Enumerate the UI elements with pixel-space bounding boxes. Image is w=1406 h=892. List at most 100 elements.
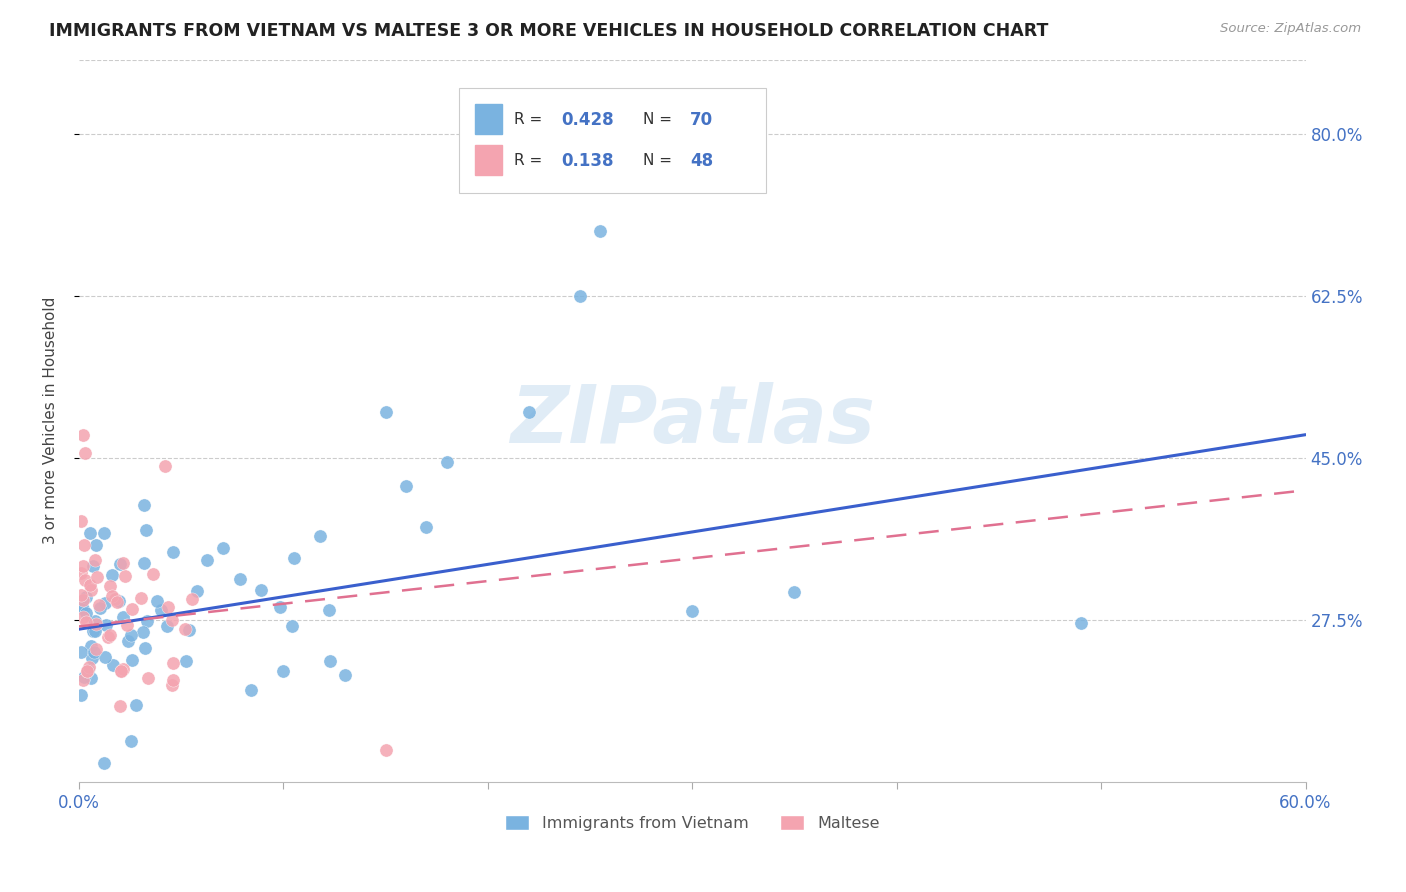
Point <box>72 601 94 615</box>
Point <box>70 514 93 528</box>
Point <box>162 545 184 559</box>
Text: N =: N = <box>643 153 678 169</box>
Text: ZIPatlas: ZIPatlas <box>510 382 875 459</box>
Point <box>162 673 184 687</box>
Point <box>70 645 93 659</box>
Point <box>134 640 156 655</box>
Point <box>82 651 104 665</box>
Point <box>100 567 122 582</box>
Point <box>568 289 591 303</box>
Point <box>374 404 396 418</box>
Point <box>138 671 160 685</box>
Point <box>153 458 176 473</box>
Point <box>121 601 143 615</box>
Point <box>134 498 156 512</box>
Point <box>75 446 97 460</box>
Point <box>124 698 146 713</box>
Point <box>70 566 93 580</box>
Text: 70: 70 <box>690 111 713 128</box>
Point <box>105 595 128 609</box>
Point <box>1070 615 1092 630</box>
Point <box>273 664 295 678</box>
Point <box>93 756 115 771</box>
Point <box>110 664 132 678</box>
Point <box>112 662 135 676</box>
Point <box>681 604 703 618</box>
Point <box>150 603 173 617</box>
Point <box>98 628 121 642</box>
Point <box>86 570 108 584</box>
Point <box>436 455 458 469</box>
Point <box>73 573 96 587</box>
Point <box>180 591 202 606</box>
Point <box>177 623 200 637</box>
Point <box>142 567 165 582</box>
Point <box>186 583 208 598</box>
Point <box>135 523 157 537</box>
Point <box>76 664 98 678</box>
Point <box>121 628 143 642</box>
Point <box>101 589 124 603</box>
Point <box>160 613 183 627</box>
Text: 0.138: 0.138 <box>561 152 613 169</box>
Point <box>94 617 117 632</box>
Point <box>84 616 107 631</box>
Point <box>120 733 142 747</box>
Point <box>72 600 94 615</box>
Point <box>517 404 540 418</box>
Point <box>269 600 291 615</box>
Point <box>110 664 132 678</box>
Point <box>70 689 93 703</box>
Point <box>114 568 136 582</box>
Point <box>111 610 134 624</box>
Text: N =: N = <box>643 112 678 127</box>
Point <box>77 663 100 677</box>
Legend: Immigrants from Vietnam, Maltese: Immigrants from Vietnam, Maltese <box>501 810 884 836</box>
Point <box>239 683 262 698</box>
Point <box>283 551 305 566</box>
FancyBboxPatch shape <box>460 88 766 194</box>
Point <box>174 654 197 668</box>
Point <box>145 594 167 608</box>
Point <box>318 655 340 669</box>
Point <box>121 652 143 666</box>
Point <box>156 619 179 633</box>
Point <box>73 538 96 552</box>
Text: 0.428: 0.428 <box>561 111 613 128</box>
Point <box>280 618 302 632</box>
Point <box>72 610 94 624</box>
Point <box>195 553 218 567</box>
Point <box>134 556 156 570</box>
Bar <box>475 103 502 134</box>
Point <box>89 601 111 615</box>
Point <box>83 624 105 639</box>
Point <box>94 650 117 665</box>
Text: IMMIGRANTS FROM VIETNAM VS MALTESE 3 OR MORE VEHICLES IN HOUSEHOLD CORRELATION C: IMMIGRANTS FROM VIETNAM VS MALTESE 3 OR … <box>49 22 1049 40</box>
Point <box>162 656 184 670</box>
Point <box>110 558 132 572</box>
Point <box>97 630 120 644</box>
Text: Source: ZipAtlas.com: Source: ZipAtlas.com <box>1220 22 1361 36</box>
Point <box>72 673 94 687</box>
Point <box>79 660 101 674</box>
Point <box>80 583 103 598</box>
Point <box>76 664 98 678</box>
Point <box>783 585 806 599</box>
Text: R =: R = <box>515 153 553 169</box>
Y-axis label: 3 or more Vehicles in Household: 3 or more Vehicles in Household <box>44 297 58 544</box>
Point <box>80 639 103 653</box>
Point <box>101 657 124 672</box>
Point <box>229 572 252 586</box>
Point <box>333 668 356 682</box>
Point <box>135 614 157 628</box>
Point <box>82 559 104 574</box>
Point <box>415 520 437 534</box>
Point <box>108 699 131 714</box>
Point <box>374 742 396 756</box>
Point <box>79 526 101 541</box>
Point <box>83 645 105 659</box>
Point <box>318 603 340 617</box>
Point <box>112 556 135 570</box>
Point <box>84 642 107 657</box>
Point <box>589 224 612 238</box>
